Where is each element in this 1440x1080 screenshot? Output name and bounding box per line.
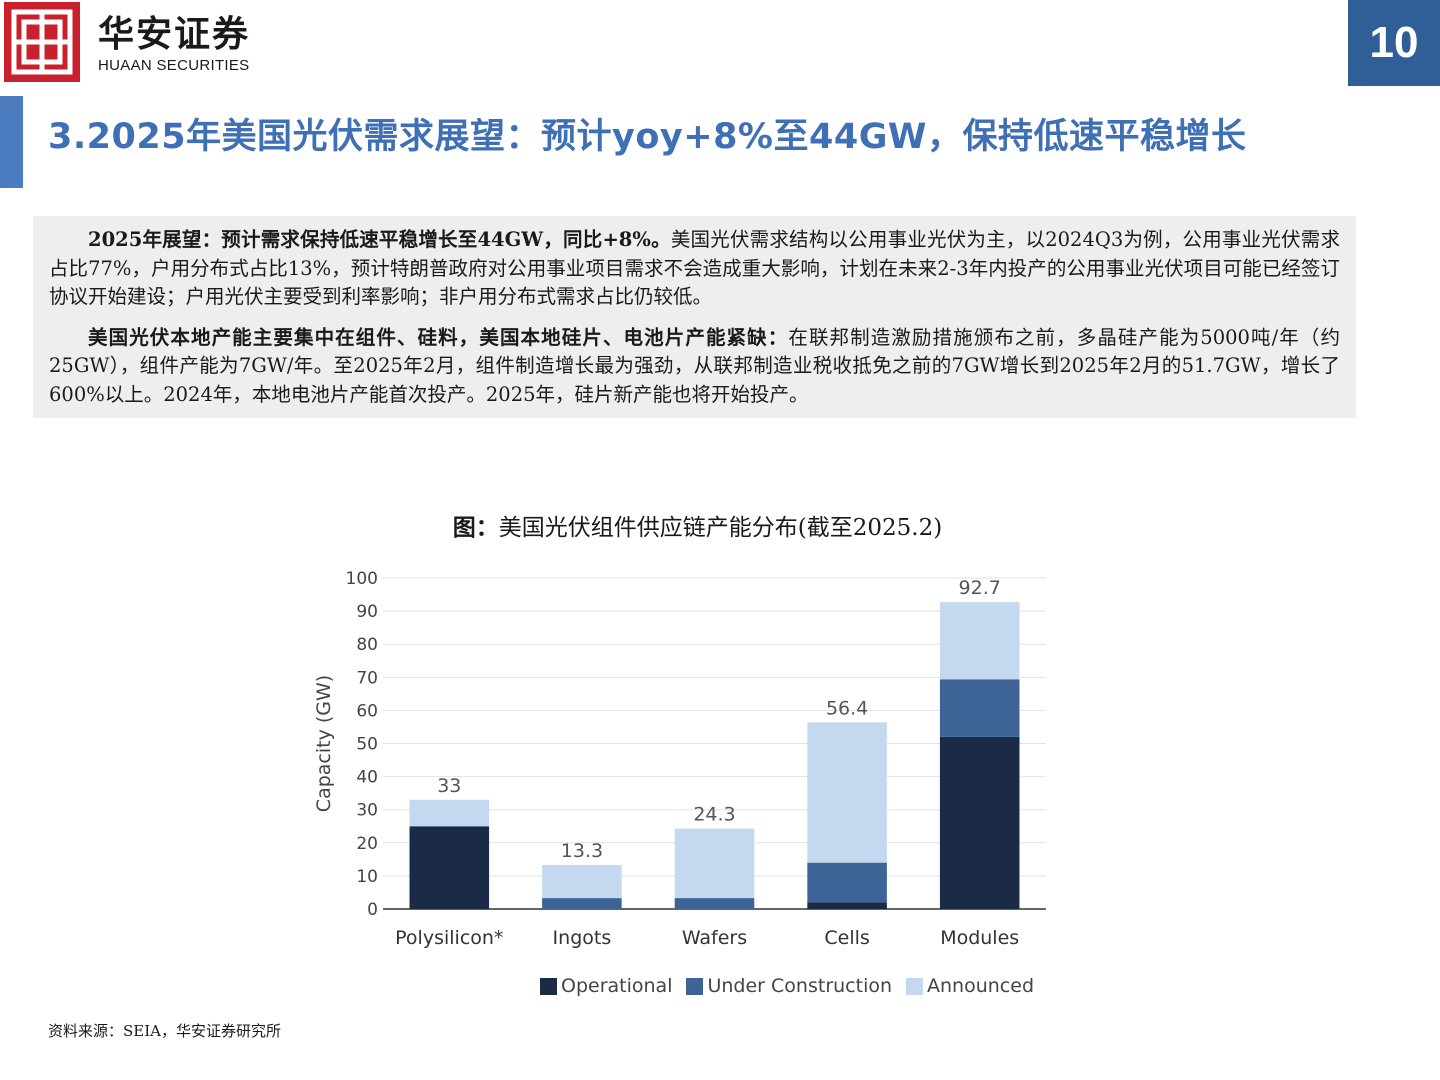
legend-swatch: [686, 977, 704, 995]
paragraph-2-lead: 美国光伏本地产能主要集中在组件、硅料，美国本地硅片、电池片产能紧缺：: [88, 325, 789, 349]
bar-segment: [674, 898, 755, 909]
y-tick-label: 30: [356, 801, 378, 821]
y-tick-label: 50: [356, 735, 378, 755]
x-tick-label: Modules: [940, 927, 1019, 949]
chart-bars: [409, 602, 1020, 909]
bar-segment: [409, 799, 490, 827]
y-tick-label: 80: [356, 635, 378, 655]
bar-total-label: 92.7: [959, 577, 1001, 599]
slide-title: 3.2025年美国光伏需求展望：预计yoy+8%至44GW，保持低速平稳增长: [48, 117, 1247, 157]
bar-segment: [674, 828, 755, 899]
legend-label: Under Construction: [707, 975, 893, 997]
bar-total-label: 33: [437, 775, 461, 797]
paragraph-2-body: 在联邦制造激励措施颁布之前，多晶硅产能为5000吨/年（约25GW），组件产能为…: [49, 325, 1340, 406]
brand-name-en: HUAAN SECURITIES: [98, 57, 250, 74]
legend-item-under-construction: Under Construction: [686, 975, 892, 997]
bar-segment: [409, 826, 490, 909]
y-tick-label: 100: [346, 569, 378, 589]
summary-paragraph-2: 美国光伏本地产能主要集中在组件、硅料，美国本地硅片、电池片产能紧缺：在联邦制造激…: [49, 324, 1340, 410]
summary-box: 2025年展望：预计需求保持低速平稳增长至44GW，同比+8%。美国光伏需求结构…: [33, 216, 1356, 418]
summary-paragraph-1: 2025年展望：预计需求保持低速平稳增长至44GW，同比+8%。美国光伏需求结构…: [49, 226, 1340, 312]
page-number-badge: 10: [1348, 0, 1440, 86]
bar-total-label: 13.3: [561, 840, 603, 862]
bar-segment: [939, 736, 1020, 909]
chart-legend: Operational Under Construction Announced: [540, 975, 1048, 997]
y-axis-label: Capacity (GW): [313, 675, 335, 812]
bar-segment: [542, 864, 622, 899]
x-tick-label: Ingots: [553, 927, 612, 949]
figure-title: 美国光伏组件供应链产能分布(截至2025.2): [498, 515, 943, 541]
x-tick-label: Cells: [824, 927, 869, 949]
chart-labels: 0 10 20 30 40 50 60 70 80 90 100 Capacity (GW) 33 Pol…: [313, 569, 1019, 949]
bar-segment: [939, 602, 1020, 680]
legend-label: Operational: [561, 975, 673, 997]
bar-total-label: 24.3: [693, 804, 735, 826]
chart-title: 图：美国光伏组件供应链产能分布(截至2025.2): [0, 508, 1395, 542]
bar-total-label: 56.4: [826, 697, 868, 719]
legend-swatch: [906, 977, 924, 995]
logo-mark-icon: [11, 9, 73, 75]
bar-segment: [939, 679, 1020, 737]
legend-item-announced: Announced: [906, 975, 1034, 997]
title-accent-bar: [0, 96, 23, 188]
legend-label: Announced: [927, 975, 1035, 997]
bar-segment: [807, 862, 887, 903]
y-tick-label: 40: [356, 768, 378, 788]
paragraph-1-body: 美国光伏需求结构以公用事业光伏为主，以2024Q3为例，公用事业光伏需求占比77…: [49, 228, 1340, 308]
figure-label: 图：: [452, 514, 499, 541]
y-tick-label: 10: [356, 867, 378, 887]
company-logo: [4, 2, 80, 82]
bar-segment: [807, 902, 887, 909]
paragraph-1-lead: 2025年展望：预计需求保持低速平稳增长至44GW，同比+8%。: [88, 228, 671, 251]
y-tick-label: 60: [356, 701, 378, 721]
source-note: 资料来源：SEIA，华安证券研究所: [48, 1022, 281, 1040]
legend-swatch: [540, 977, 557, 995]
x-tick-label: Wafers: [682, 927, 747, 949]
y-tick-label: 90: [356, 602, 378, 622]
x-tick-label: Polysilicon*: [395, 927, 503, 949]
brand-name-cn: 华安证券: [98, 13, 251, 55]
bar-segment: [542, 898, 622, 909]
y-tick-label: 20: [356, 834, 378, 854]
capacity-chart: 0 10 20 30 40 50 60 70 80 90 100 Capacity (GW) 33 Pol…: [313, 569, 1046, 949]
legend-item-operational: Operational: [540, 975, 672, 997]
y-tick-label: 70: [356, 668, 378, 688]
bar-segment: [807, 722, 887, 863]
y-tick-label: 0: [367, 900, 378, 920]
brand-name: 华安证券 HUAAN SECURITIES: [98, 12, 250, 74]
